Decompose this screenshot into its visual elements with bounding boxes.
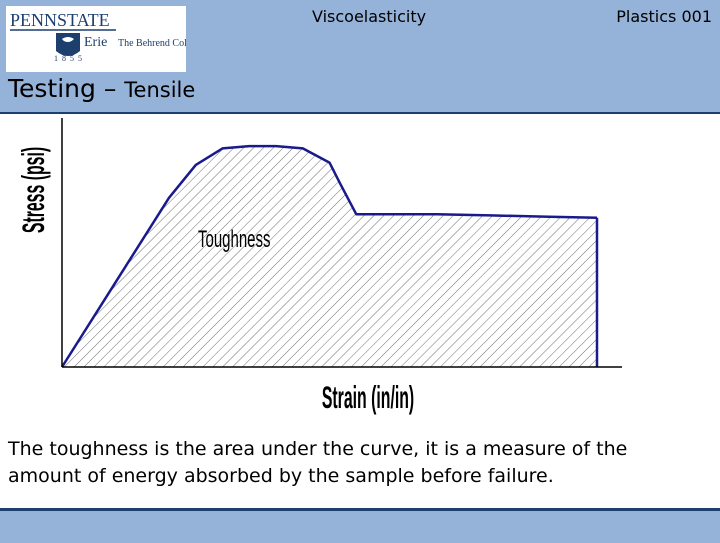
logo-campus: Erie bbox=[84, 35, 107, 50]
footer-band bbox=[0, 508, 720, 543]
stress-strain-curve bbox=[60, 144, 598, 368]
x-axis-label: Strain (in/in) bbox=[322, 380, 414, 415]
toughness-annotation: Toughness bbox=[198, 226, 271, 252]
toughness-area bbox=[62, 146, 597, 367]
title-sub: Tensile bbox=[124, 78, 196, 102]
header-divider bbox=[0, 112, 720, 114]
slide-caption: The toughness is the area under the curv… bbox=[8, 438, 628, 487]
logo-year: 1855 bbox=[54, 54, 86, 63]
nittany-lion-shield-icon bbox=[56, 33, 80, 56]
psu-logo: PENNSTATE Erie 1855 The Behrend College bbox=[6, 6, 204, 72]
logo-wordmark: PENNSTATE bbox=[10, 10, 110, 30]
stress-strain-chart: Toughness Strain (in/in) Stress (psi) bbox=[16, 118, 622, 416]
y-axis-label: Stress (psi) bbox=[16, 147, 51, 233]
topic-label: Viscoelasticity bbox=[312, 7, 427, 26]
course-label: Plastics 001 bbox=[616, 7, 712, 26]
logo-college: The Behrend College bbox=[118, 38, 186, 49]
title-main: Testing – bbox=[8, 74, 125, 103]
slide-title: Testing – Tensile bbox=[8, 74, 195, 103]
